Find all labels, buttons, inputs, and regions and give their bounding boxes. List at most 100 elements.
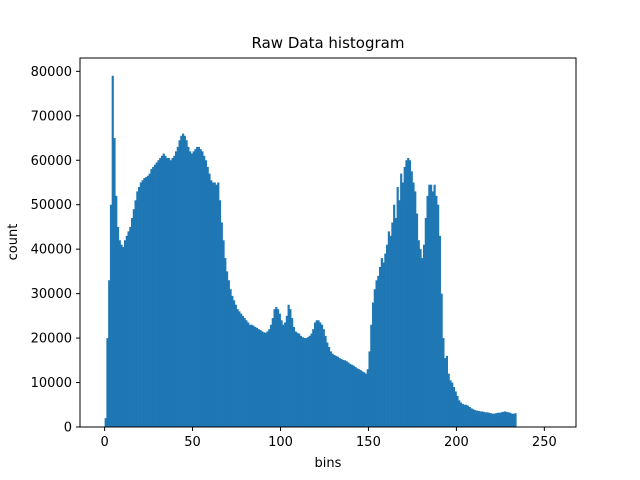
histogram-bar — [380, 258, 383, 427]
histogram-bar — [393, 204, 396, 427]
histogram-bar — [254, 326, 257, 427]
histogram-bar — [148, 173, 151, 427]
histogram-bar — [465, 404, 468, 427]
histogram-bar — [287, 304, 290, 427]
histogram-bar — [410, 171, 413, 427]
histogram-bar — [127, 231, 130, 427]
y-tick-label: 0 — [64, 421, 72, 436]
histogram-bar — [285, 315, 288, 427]
histogram-bar — [248, 324, 252, 427]
histogram-bar — [203, 155, 206, 427]
histogram-bar — [189, 151, 192, 428]
histogram-bar — [375, 280, 378, 427]
histogram-bar — [280, 320, 283, 427]
histogram-bar — [363, 372, 366, 427]
histogram-bar — [479, 411, 482, 427]
histogram-bar — [329, 351, 332, 427]
histogram-bar — [361, 371, 364, 427]
histogram-bar — [171, 158, 174, 427]
histogram-bar — [222, 240, 225, 427]
histogram-bar — [343, 360, 346, 427]
histogram-bar — [294, 331, 297, 427]
histogram-bar — [125, 235, 128, 427]
histogram-bar — [306, 337, 310, 427]
histogram-bar — [466, 405, 470, 427]
histogram-bar — [129, 226, 132, 427]
histogram-bar — [414, 191, 417, 427]
histogram-bar — [512, 413, 515, 427]
histogram-bar — [238, 311, 241, 427]
histogram-bar — [176, 146, 179, 428]
histogram-bar — [495, 413, 498, 427]
histogram-bar — [138, 186, 141, 427]
histogram-bar — [145, 177, 148, 427]
histogram-bar — [356, 368, 359, 427]
histogram-bar — [345, 361, 348, 427]
histogram-bar — [347, 362, 350, 427]
x-tick-label: 0 — [100, 435, 108, 450]
histogram-bar — [491, 413, 494, 427]
histogram-bar — [387, 231, 390, 427]
histogram-bar — [276, 309, 280, 427]
histogram-bar — [252, 325, 255, 427]
histogram-bar — [438, 235, 441, 427]
histogram-bar — [461, 403, 464, 427]
x-axis-ticks: 0 50 100 150 200 250 — [100, 427, 557, 450]
x-axis-title: bins — [315, 456, 342, 471]
histogram-bar — [477, 411, 480, 427]
y-axis-title: count — [6, 224, 21, 261]
histogram-bar — [398, 200, 401, 427]
histogram-bar — [292, 326, 295, 427]
histogram-bar — [319, 322, 322, 427]
histogram-bar — [174, 151, 178, 428]
histogram-bar — [132, 209, 135, 427]
histogram-bar — [111, 75, 114, 427]
histogram-bar — [224, 258, 227, 427]
histogram-bar — [166, 158, 169, 427]
histogram-bar — [217, 182, 220, 427]
histogram-bar — [204, 160, 208, 427]
histogram-bar — [440, 293, 443, 427]
histogram-bar — [338, 358, 341, 427]
histogram-bar — [496, 412, 500, 427]
histogram-bar — [218, 200, 222, 427]
histogram-bar — [167, 158, 171, 427]
histogram-bar — [278, 313, 281, 427]
histogram-bar — [208, 173, 211, 427]
histogram-bar — [153, 164, 157, 427]
y-tick-label: 10000 — [31, 376, 72, 391]
histogram-bar — [505, 411, 508, 427]
histogram-bar — [366, 369, 369, 427]
histogram-bar — [324, 335, 327, 427]
histogram-bar — [401, 182, 405, 427]
histogram-bar — [342, 359, 345, 427]
histogram-bar — [322, 329, 325, 427]
histogram-bar — [178, 140, 181, 427]
histogram-bar — [146, 175, 149, 427]
histogram-bar — [299, 335, 303, 427]
histogram-bar — [266, 331, 269, 427]
histogram-bar — [442, 338, 445, 427]
histogram-bar — [303, 338, 306, 427]
histogram-bar — [187, 146, 190, 428]
histogram-bar — [379, 266, 382, 427]
histogram-bar — [377, 275, 380, 427]
histogram-bar — [407, 158, 410, 427]
y-tick-label: 80000 — [31, 65, 72, 80]
histogram-bar — [312, 329, 315, 427]
histogram-bar — [326, 342, 329, 427]
histogram-bar — [456, 395, 459, 427]
histogram-bar — [104, 418, 107, 427]
histogram-bar — [150, 169, 153, 427]
histogram-bar — [255, 327, 259, 427]
histogram-bar — [275, 306, 278, 427]
histogram-bar — [268, 329, 271, 427]
histogram-bar — [310, 333, 313, 427]
histogram-bar — [308, 335, 311, 427]
y-tick-label: 70000 — [31, 109, 72, 124]
plot-frame — [79, 57, 577, 428]
histogram-bar — [182, 133, 185, 427]
histogram-bar — [386, 244, 389, 427]
histogram-bar — [185, 140, 188, 427]
